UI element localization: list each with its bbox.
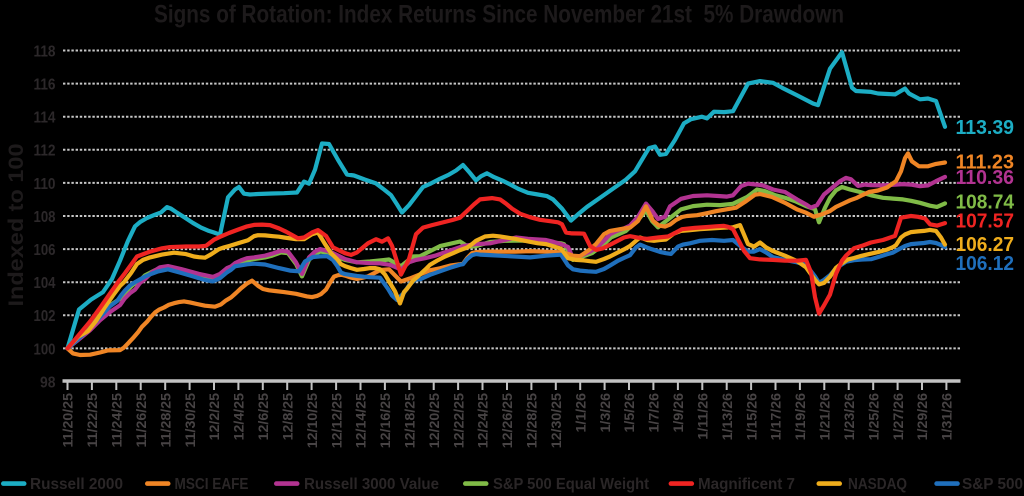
svg-text:Russell 2000: Russell 2000	[30, 476, 123, 493]
svg-text:106: 106	[34, 242, 56, 259]
svg-text:1/5/26: 1/5/26	[622, 393, 638, 433]
svg-text:12/18/25: 12/18/25	[403, 393, 419, 448]
svg-text:1/9/26: 1/9/26	[671, 393, 687, 433]
svg-text:108.74: 108.74	[956, 191, 1015, 213]
svg-text:110: 110	[34, 176, 56, 193]
svg-text:118: 118	[34, 43, 56, 60]
svg-text:12/8/25: 12/8/25	[280, 393, 296, 440]
svg-text:1/25/26: 1/25/26	[866, 393, 882, 440]
svg-text:Signs of Rotation: Index Retur: Signs of Rotation: Index Returns Since N…	[154, 0, 844, 28]
svg-text:116: 116	[34, 77, 56, 94]
svg-text:1/13/26: 1/13/26	[720, 393, 736, 440]
svg-text:110.36: 110.36	[956, 167, 1015, 189]
svg-text:12/30/25: 12/30/25	[549, 393, 565, 448]
svg-text:S&P 500: S&P 500	[962, 476, 1023, 493]
svg-text:Russell 3000 Value: Russell 3000 Value	[304, 476, 439, 493]
svg-text:12/28/25: 12/28/25	[525, 393, 541, 448]
svg-text:1/17/26: 1/17/26	[769, 393, 785, 440]
svg-text:98: 98	[40, 374, 56, 391]
svg-text:1/19/26: 1/19/26	[793, 393, 809, 440]
svg-text:Magnificent 7: Magnificent 7	[698, 476, 795, 493]
svg-text:1/29/26: 1/29/26	[915, 393, 931, 440]
svg-text:12/24/25: 12/24/25	[476, 393, 492, 448]
svg-text:1/1/26: 1/1/26	[573, 393, 589, 433]
svg-text:12/26/25: 12/26/25	[500, 393, 516, 448]
svg-text:102: 102	[34, 308, 56, 325]
svg-text:Indexed to 100: Indexed to 100	[5, 144, 28, 307]
svg-text:11/20/25: 11/20/25	[61, 393, 77, 448]
svg-text:12/22/25: 12/22/25	[451, 393, 467, 448]
svg-text:NASDAQ: NASDAQ	[848, 476, 907, 493]
svg-text:12/20/25: 12/20/25	[427, 393, 443, 448]
svg-text:S&P 500 Equal Weight: S&P 500 Equal Weight	[493, 476, 650, 493]
svg-text:12/2/25: 12/2/25	[207, 393, 223, 440]
svg-text:100: 100	[34, 341, 56, 358]
svg-text:107.57: 107.57	[956, 211, 1015, 233]
svg-text:12/10/25: 12/10/25	[305, 393, 321, 448]
svg-text:12/14/25: 12/14/25	[354, 393, 370, 448]
svg-text:112: 112	[34, 143, 56, 160]
svg-text:104: 104	[34, 275, 56, 292]
svg-text:12/16/25: 12/16/25	[378, 393, 394, 448]
svg-text:1/15/26: 1/15/26	[744, 393, 760, 440]
svg-text:106.12: 106.12	[956, 253, 1015, 275]
svg-text:1/7/26: 1/7/26	[647, 393, 663, 433]
svg-text:12/6/25: 12/6/25	[256, 393, 272, 440]
svg-text:11/26/25: 11/26/25	[134, 393, 150, 448]
svg-text:11/30/25: 11/30/25	[183, 393, 199, 448]
svg-text:1/21/26: 1/21/26	[818, 393, 834, 440]
svg-text:114: 114	[34, 110, 56, 127]
svg-text:1/31/26: 1/31/26	[940, 393, 956, 440]
svg-text:11/24/25: 11/24/25	[110, 393, 126, 448]
svg-text:12/12/25: 12/12/25	[329, 393, 345, 448]
svg-text:MSCI EAFE: MSCI EAFE	[175, 476, 249, 493]
svg-text:1/27/26: 1/27/26	[891, 393, 907, 440]
svg-text:1/11/26: 1/11/26	[696, 393, 712, 440]
svg-text:106.27: 106.27	[956, 234, 1015, 256]
svg-text:113.39: 113.39	[956, 117, 1015, 139]
svg-text:11/22/25: 11/22/25	[85, 393, 101, 448]
svg-text:111.23: 111.23	[956, 151, 1015, 173]
svg-text:1/3/26: 1/3/26	[598, 393, 614, 433]
svg-text:1/23/26: 1/23/26	[842, 393, 858, 440]
svg-text:108: 108	[34, 209, 56, 226]
svg-text:12/4/25: 12/4/25	[232, 393, 248, 440]
svg-text:11/28/25: 11/28/25	[158, 393, 174, 448]
